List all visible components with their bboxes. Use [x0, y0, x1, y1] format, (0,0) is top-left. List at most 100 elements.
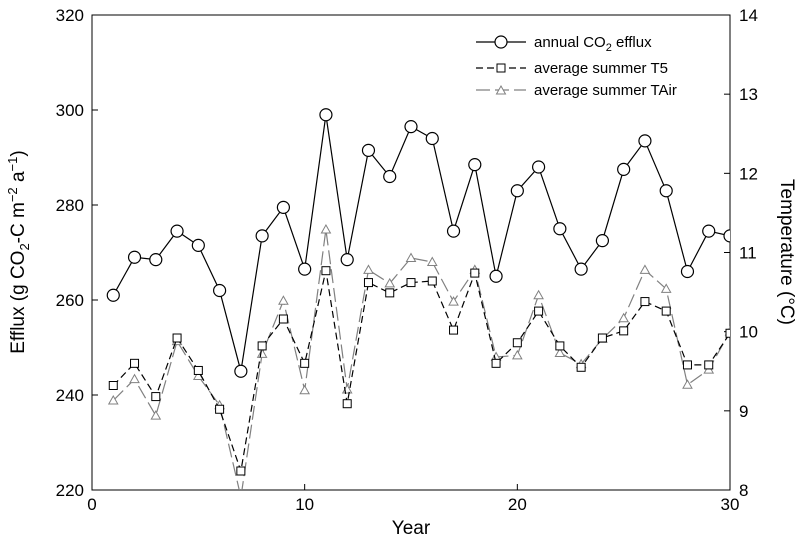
y-left-tick-label: 220	[56, 481, 84, 500]
data-point-square	[555, 341, 565, 351]
data-point-square	[427, 276, 437, 286]
data-point-square	[682, 360, 692, 370]
data-point-square	[576, 362, 586, 372]
y-right-tick-label: 13	[739, 85, 758, 104]
data-point-circle	[234, 364, 248, 378]
data-point-square	[640, 297, 650, 307]
data-point-square	[108, 381, 118, 390]
y-right-tick-label: 10	[739, 323, 758, 342]
legend-label-co2-part: annual CO	[534, 34, 606, 51]
x-tick-label: 30	[721, 495, 740, 514]
data-point-triangle	[236, 493, 245, 501]
data-point-circle	[255, 229, 269, 243]
data-point-triangle	[639, 264, 651, 274]
data-point-circle	[446, 224, 461, 238]
data-point-circle	[340, 253, 354, 267]
data-point-triangle	[363, 264, 374, 274]
data-point-square	[449, 325, 459, 335]
y-right-tick-label: 12	[739, 164, 758, 183]
x-tick-label: 20	[508, 495, 527, 514]
data-point-square	[661, 306, 671, 316]
legend: annual CO2 efflux average summer T5 aver…	[476, 34, 677, 99]
data-point-circle	[468, 158, 482, 172]
data-point-square	[406, 278, 416, 288]
data-point-square	[257, 341, 267, 351]
data-point-circle	[680, 264, 695, 279]
y-left-title-part: -C m	[8, 202, 29, 243]
data-point-square	[151, 392, 161, 402]
data-point-triangle	[554, 347, 566, 358]
data-point-triangle	[448, 296, 459, 306]
data-point-triangle	[618, 312, 630, 323]
data-point-square	[215, 404, 225, 414]
data-point-circle	[425, 131, 439, 146]
data-point-circle	[723, 229, 730, 243]
data-point-circle	[510, 184, 524, 198]
data-point-square	[363, 278, 373, 288]
data-point-triangle	[533, 289, 544, 300]
data-point-triangle	[107, 395, 119, 405]
y-left-title-sub: 2	[17, 243, 32, 250]
data-point-circle	[213, 283, 227, 298]
legend-marker-circle	[494, 35, 508, 49]
data-point-circle	[617, 162, 631, 176]
data-point-square	[725, 328, 730, 338]
data-point-circle	[127, 250, 142, 264]
data-point-square	[491, 358, 501, 368]
data-point-circle	[531, 160, 546, 174]
data-point-triangle	[299, 384, 311, 395]
data-point-square	[385, 288, 395, 298]
data-point-square	[470, 268, 480, 278]
data-point-circle	[361, 143, 376, 157]
data-point-square	[236, 466, 246, 476]
data-point-circle	[383, 169, 397, 184]
x-tick-label: 0	[87, 495, 96, 514]
y-right-tick-label: 14	[739, 6, 758, 25]
data-point-circle	[319, 108, 333, 122]
data-point-circle	[149, 253, 163, 267]
y-left-tick-label: 280	[56, 196, 84, 215]
data-point-triangle	[320, 224, 332, 234]
y-left-title-sup: −2	[5, 187, 20, 202]
y-right-tick-label: 8	[739, 481, 748, 500]
series-triangle	[107, 224, 730, 501]
series-line	[112, 229, 730, 490]
data-point-triangle	[129, 373, 140, 384]
data-point-square	[597, 333, 607, 343]
y-left-title-part: )	[8, 150, 29, 156]
data-point-circle	[298, 262, 312, 276]
data-point-square	[704, 360, 714, 370]
data-point-circle	[489, 269, 503, 283]
y-left-tick-label: 240	[56, 386, 84, 405]
y-axis-right-title: Temperature (°C)	[776, 179, 797, 325]
data-point-square	[534, 306, 544, 316]
data-point-square	[193, 365, 203, 375]
data-point-square	[512, 338, 522, 348]
data-point-square	[619, 326, 629, 336]
data-point-circle	[595, 234, 610, 248]
y-left-title-part: a	[8, 171, 29, 187]
y-left-tick-label: 320	[56, 6, 84, 25]
legend-marker-square	[496, 63, 506, 73]
y-right-tick-label: 9	[739, 402, 748, 421]
data-point-circle	[638, 134, 652, 148]
data-point-circle	[553, 222, 567, 236]
data-point-triangle	[150, 410, 162, 420]
data-point-triangle	[256, 348, 268, 358]
legend-label-co2-part: efflux	[612, 34, 652, 51]
data-point-square	[300, 358, 310, 368]
data-point-triangle	[278, 295, 289, 305]
series-layer	[106, 108, 730, 501]
data-point-square	[321, 266, 331, 276]
y-left-tick-label: 300	[56, 101, 84, 120]
data-point-circle	[404, 120, 418, 134]
data-point-circle	[574, 262, 588, 276]
series-line	[112, 114, 730, 372]
legend-marker-triangle	[495, 84, 507, 95]
legend-entry-tair: average summer TAir	[476, 82, 677, 99]
tick-marks: 0 10 20 30 220 240 260 280 300 320 8 9 10 11 12 13 14	[56, 6, 758, 514]
data-point-circle	[702, 224, 716, 238]
data-point-circle	[659, 184, 673, 198]
series-square	[108, 266, 730, 476]
